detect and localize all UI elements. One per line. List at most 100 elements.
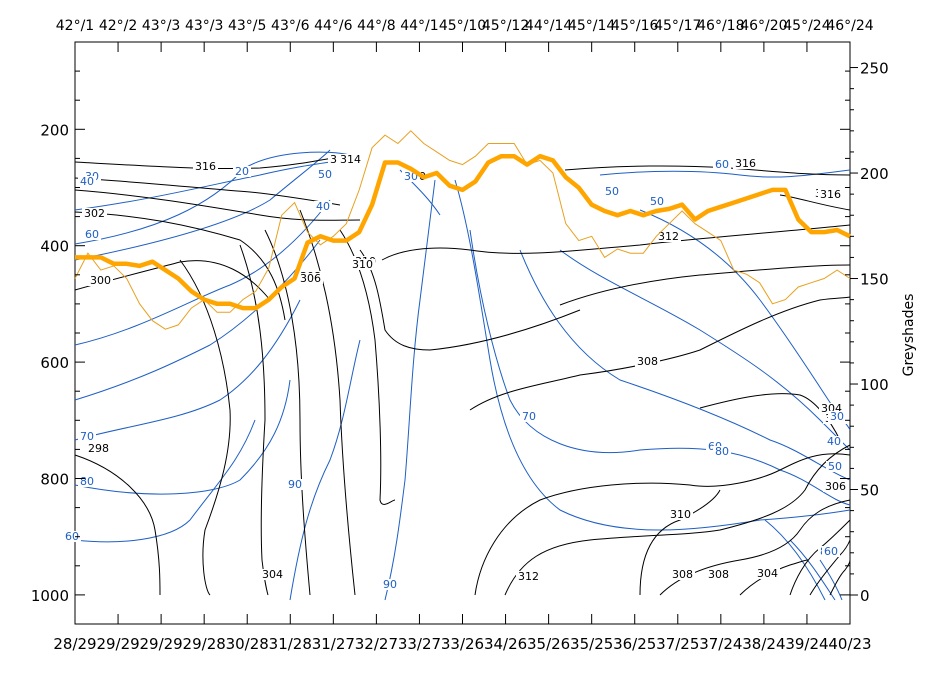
top-tick-label: 45°/16 [611,18,658,34]
top-tick-label: 44°/6 [314,18,353,34]
left-tick-label: 600 [40,354,69,372]
rh-contour-label: 90 [288,478,302,491]
theta-contour-label: 306 [825,480,846,493]
rh-contour [74,299,301,441]
rh-label-bg [402,171,420,182]
rh-contour-label: 40 [827,435,841,448]
rh-label-bg [78,431,96,442]
top-tick-label: 46°/24 [826,18,873,34]
theta-label-bg [260,569,285,580]
top-tick-label: 45°/24 [783,18,830,34]
rh-label-bg [713,446,731,457]
rh-contour-label: 60 [85,228,99,241]
rh-contour [764,519,826,601]
rh-label-bg [83,229,101,240]
bottom-tick-label: 29/29 [96,635,139,653]
theta-label-bg [350,259,375,270]
bottom-tick-label: 36/25 [613,635,656,653]
theta-contour-label: 316 [195,160,216,173]
theta-contour-label: 316 [735,157,756,170]
top-tick-label: 42°/1 [56,18,94,34]
rh-contour-label: 90 [383,578,397,591]
thick-series-line [75,153,851,311]
theta-contour-label: 306 [300,272,321,285]
theta-contour [639,489,721,596]
top-axis: 42°/1 42°/2 43°/3 43°/3 43°/5 43°/6 44°/6 44°/8… [56,18,874,52]
top-tick-label: 46°/18 [697,18,744,34]
rh-contour-label: 20 [235,165,249,178]
theta-label-bg [193,161,218,172]
theta-label-bg [338,154,363,165]
rh-contour-label: 80 [80,475,94,488]
theta-contour [474,453,851,596]
theta-contour-label: 300 [90,274,111,287]
rh-label-bg [316,169,334,180]
rh-contour-label: 30 [830,410,844,423]
top-tick-label: 44°/1 [400,18,438,34]
top-tick-label: 45°/12 [482,18,529,34]
right-tick-label: 50 [860,482,879,500]
rh-contour [74,199,331,346]
theta-contour-label: 310 [352,258,373,271]
top-tick-label: 44°/8 [357,18,395,34]
theta-contour [74,454,161,596]
rh-contour [819,559,843,601]
bottom-tick-label: 29/29 [139,635,182,653]
rh-label-bg [381,579,399,590]
theta-contour-label: 312 [658,230,679,243]
rh-contour [384,179,436,601]
right-tick-label: 250 [860,60,889,78]
rh-contour-label: 50 [605,185,619,198]
theta-label-bg [670,569,695,580]
theta-label-bg [635,356,660,367]
theta-label-bg [82,208,107,219]
theta-contour [74,177,341,206]
theta-label-bg [818,189,843,200]
left-tick-label: 1000 [31,587,69,605]
rh-contour-label: 60 [65,530,79,543]
rh-contour-label: 50 [650,195,664,208]
rh-contour [74,149,331,261]
left-tick-label: 400 [40,238,69,256]
bottom-tick-label: 33/26 [441,635,484,653]
rh-contour-label: 60 [715,158,729,171]
theta-contour [299,209,356,596]
rh-label-bg [314,201,332,212]
right-tick-label: 0 [860,587,870,605]
theta-contour-label: 316 [820,188,841,201]
top-tick-label: 42°/2 [99,18,137,34]
bottom-tick-label: 37/24 [699,635,742,653]
rh-label-bg [822,546,840,557]
rh-labels: 2030304040505050606060607070808080909030… [63,158,846,591]
rh-label-bg [520,411,538,422]
theta-contour-label: 298 [88,442,109,455]
rh-label-bg [286,479,304,490]
rh-contour-label: 80 [715,445,729,458]
rh-contour-label: 60 [824,545,838,558]
right-tick-label: 200 [860,165,889,183]
top-tick-label: 46°/20 [740,18,787,34]
right-axis-title: Greyshades [901,294,917,377]
theta-label-bg [733,158,758,169]
top-tick-label: 45°/17 [654,18,701,34]
rh-contour [74,161,331,211]
rh-contour [289,339,361,601]
top-tick-label: 43°/5 [228,18,266,34]
theta-label-bg [88,275,113,286]
rh-label-bg [78,176,96,187]
top-tick-label: 43°/3 [142,18,180,34]
bottom-tick-label: 33/27 [398,635,441,653]
theta-contour-label: 304 [757,567,778,580]
rh-label-bg [828,411,846,422]
top-tick-label: 44°/14 [525,18,572,34]
right-tick-label: 100 [860,376,889,394]
top-tick-label: 43°/3 [185,18,223,34]
bottom-tick-label: 30/28 [226,635,269,653]
bottom-tick-label: 32/27 [355,635,398,653]
top-tick-label: 43°/6 [271,18,310,34]
theta-contour [739,559,809,596]
rh-label-bg [713,159,731,170]
rh-contours [74,149,851,601]
theta-label-bg [86,443,111,454]
rh-contour [454,179,851,531]
